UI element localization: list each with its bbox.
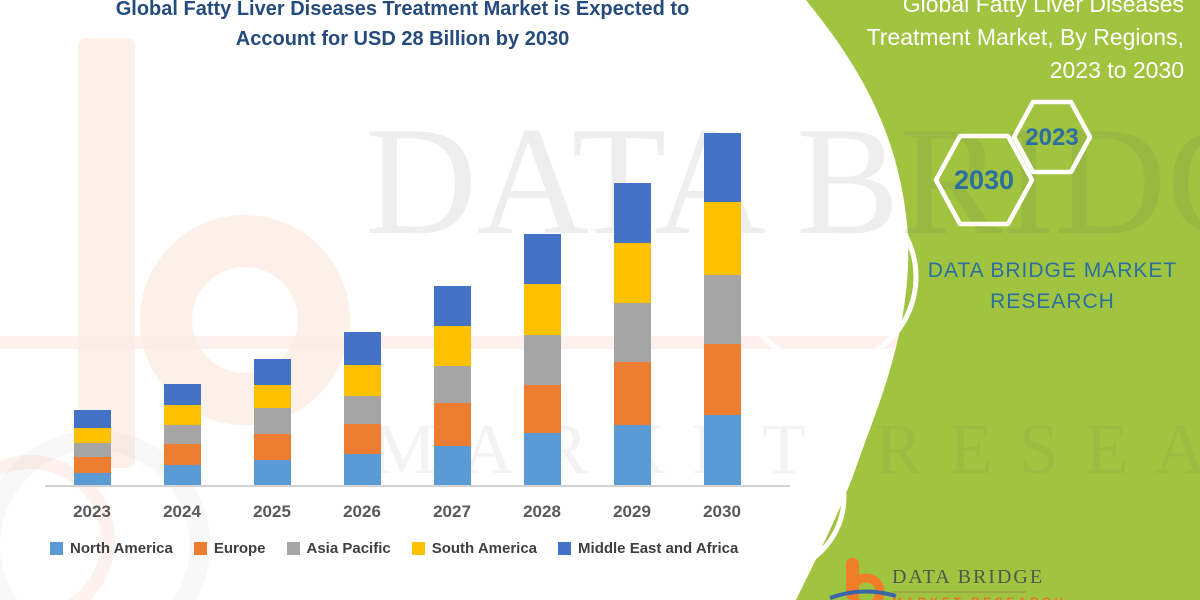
legend-swatch-icon <box>411 542 425 555</box>
legend-label: Europe <box>213 540 266 557</box>
bar-segment-2030-south-america <box>703 202 741 276</box>
chart-title-line2: Account for USD 28 Billion by 2030 <box>235 28 570 50</box>
green-panel-shape <box>796 0 1200 600</box>
x-axis-line <box>45 485 790 487</box>
bar-segment-2023-asia-pacific <box>73 443 111 457</box>
bar-segment-2023-middle-east-and-africa <box>73 410 111 428</box>
bar-segment-2024-europe <box>163 444 201 465</box>
bar-segment-2028-south-america <box>523 284 561 335</box>
hexagon-year-2030: 2030 <box>953 165 1015 195</box>
bar-segment-2030-middle-east-and-africa <box>703 133 741 203</box>
brand-text-line2: RESEARCH <box>990 290 1115 313</box>
legend-item-south-america: South America <box>411 540 538 557</box>
x-axis-label-2027: 2027 <box>433 502 471 521</box>
bar-segment-2029-north-america <box>613 425 651 486</box>
bar-segment-2028-middle-east-and-africa <box>523 233 561 285</box>
brand-text-line1: DATA BRIDGE MARKET <box>927 259 1178 282</box>
bar-segment-2030-asia-pacific <box>703 275 741 344</box>
bar-segment-2028-north-america <box>523 433 561 486</box>
bar-segment-2023-europe <box>73 457 111 474</box>
x-axis-label-2024: 2024 <box>163 502 201 521</box>
panel-heading: Global Fatty Liver Diseases Treatment Ma… <box>754 0 1184 87</box>
panel-heading-line1: Global Fatty Liver Diseases <box>902 0 1184 17</box>
legend-label: North America <box>70 540 173 557</box>
chart-legend: North America Europe Asia Pacific South Ame… <box>50 540 790 557</box>
x-axis-label-2029: 2029 <box>613 502 651 521</box>
bar-segment-2027-north-america <box>433 445 471 486</box>
legend-item-europe: Europe <box>193 540 266 557</box>
x-axis-label-2023: 2023 <box>73 502 111 521</box>
legend-label: Asia Pacific <box>306 540 391 557</box>
chart-title: Global Fatty Liver Diseases Treatment Ma… <box>0 0 805 54</box>
bar-segment-2029-middle-east-and-africa <box>613 183 651 243</box>
bar-segment-2023-south-america <box>73 428 111 444</box>
footer-logo: DATA BRIDGE MARKET RESEARCH <box>828 550 1108 600</box>
bar-segment-2026-middle-east-and-africa <box>343 332 381 365</box>
bar-segment-2028-asia-pacific <box>523 334 561 386</box>
bar-segment-2029-europe <box>613 362 651 426</box>
legend-swatch-icon <box>193 542 207 555</box>
bar-segment-2023-north-america <box>73 473 111 486</box>
bar-segment-2024-asia-pacific <box>163 425 201 445</box>
bar-segment-2026-north-america <box>343 454 381 486</box>
brand-text: DATA BRIDGE MARKET RESEARCH <box>900 255 1200 317</box>
x-axis-label-2025: 2025 <box>253 502 291 521</box>
bar-segment-2025-north-america <box>253 459 291 486</box>
chart-title-line1: Global Fatty Liver Diseases Treatment Ma… <box>115 0 690 20</box>
bar-segment-2026-south-america <box>343 364 381 397</box>
footer-logo-name: DATA BRIDGE <box>892 566 1045 588</box>
bar-segment-2027-europe <box>433 402 471 446</box>
bar-segment-2025-middle-east-and-africa <box>253 358 291 386</box>
bar-segment-2028-europe <box>523 385 561 434</box>
legend-item-asia-pacific: Asia Pacific <box>286 540 391 557</box>
legend-label: South America <box>431 540 538 557</box>
bar-segment-2027-south-america <box>433 325 471 367</box>
panel-heading-line2: Treatment Market, By Regions, <box>866 24 1184 50</box>
databridge-logo-icon <box>829 558 897 600</box>
legend-swatch-icon <box>558 542 572 555</box>
bar-segment-2029-asia-pacific <box>613 303 651 363</box>
footer-logo-underline <box>892 591 1026 593</box>
x-axis-label-2026: 2026 <box>343 502 381 521</box>
hexagon-year-2023: 2023 <box>1025 124 1079 151</box>
legend-item-north-america: North America <box>50 540 173 557</box>
legend-swatch-icon <box>286 542 300 555</box>
watermark-logo-b-stem <box>78 38 135 468</box>
bar-segment-2025-south-america <box>253 385 291 408</box>
bar-segment-2024-south-america <box>163 405 201 426</box>
bar-segment-2025-asia-pacific <box>253 407 291 435</box>
bar-segment-2026-asia-pacific <box>343 396 381 425</box>
bar-segment-2030-europe <box>703 343 741 416</box>
bar-segment-2027-asia-pacific <box>433 366 471 403</box>
bar-segment-2024-north-america <box>163 464 201 486</box>
bar-segment-2026-europe <box>343 424 381 455</box>
panel-heading-line3: 2023 to 2030 <box>1049 57 1184 83</box>
bar-segment-2029-south-america <box>613 242 651 304</box>
x-axis-label-2028: 2028 <box>523 502 561 521</box>
bar-segment-2024-middle-east-and-africa <box>163 383 201 406</box>
bar-segment-2025-europe <box>253 434 291 460</box>
bar-segment-2027-middle-east-and-africa <box>433 285 471 326</box>
legend-swatch-icon <box>50 542 63 555</box>
footer-logo-subtitle: MARKET RESEARCH <box>892 595 1067 600</box>
